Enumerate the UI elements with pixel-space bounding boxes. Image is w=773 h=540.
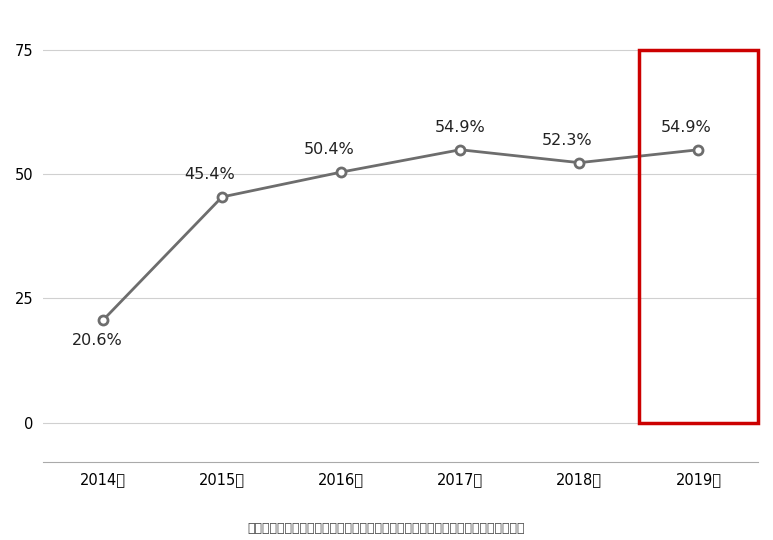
Text: 20.6%: 20.6% — [72, 333, 122, 348]
Text: 50.4%: 50.4% — [304, 142, 355, 157]
Text: 52.3%: 52.3% — [542, 133, 593, 148]
Text: 54.9%: 54.9% — [661, 120, 712, 135]
Text: 45.4%: 45.4% — [185, 167, 236, 182]
Bar — [639, 50, 758, 423]
Text: 54.9%: 54.9% — [435, 120, 485, 135]
Text: 注バーセンテージは、訪日外国人旅行者のうち消費税免税手続き実施した人の割合: 注バーセンテージは、訪日外国人旅行者のうち消費税免税手続き実施した人の割合 — [248, 522, 525, 535]
